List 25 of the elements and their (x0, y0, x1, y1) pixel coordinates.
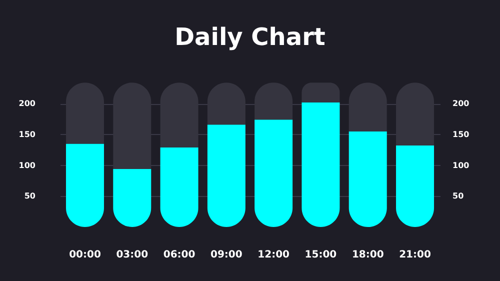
bar (396, 146, 434, 227)
x-tick-label: 03:00 (116, 250, 148, 260)
x-tick-label: 09:00 (210, 250, 242, 260)
x-tick-label: 21:00 (399, 250, 431, 260)
bar (207, 124, 246, 227)
x-tick-label: 18:00 (352, 250, 384, 260)
x-tick-label: 15:00 (304, 250, 337, 260)
x-tick-label: 00:00 (69, 250, 101, 260)
y-tick-label: 100 (18, 160, 36, 170)
y-tick-label: 50 (24, 192, 36, 201)
bar (160, 147, 198, 227)
y2-tick-label: 100 (452, 160, 470, 170)
x-tick-label: 06:00 (163, 250, 196, 260)
y-tick-label: 200 (18, 99, 36, 108)
y2-tick-label: 200 (452, 99, 470, 108)
bar (348, 131, 387, 227)
x-tick-label: 12:00 (258, 250, 290, 260)
y2-tick-label: 150 (452, 130, 470, 139)
y-tick-label: 150 (18, 130, 36, 139)
chart-title: Daily Chart (174, 23, 326, 51)
bar (254, 120, 293, 227)
bar (302, 102, 340, 227)
y2-tick-label: 50 (452, 192, 464, 201)
bar (66, 144, 104, 227)
bar (302, 82, 340, 102)
